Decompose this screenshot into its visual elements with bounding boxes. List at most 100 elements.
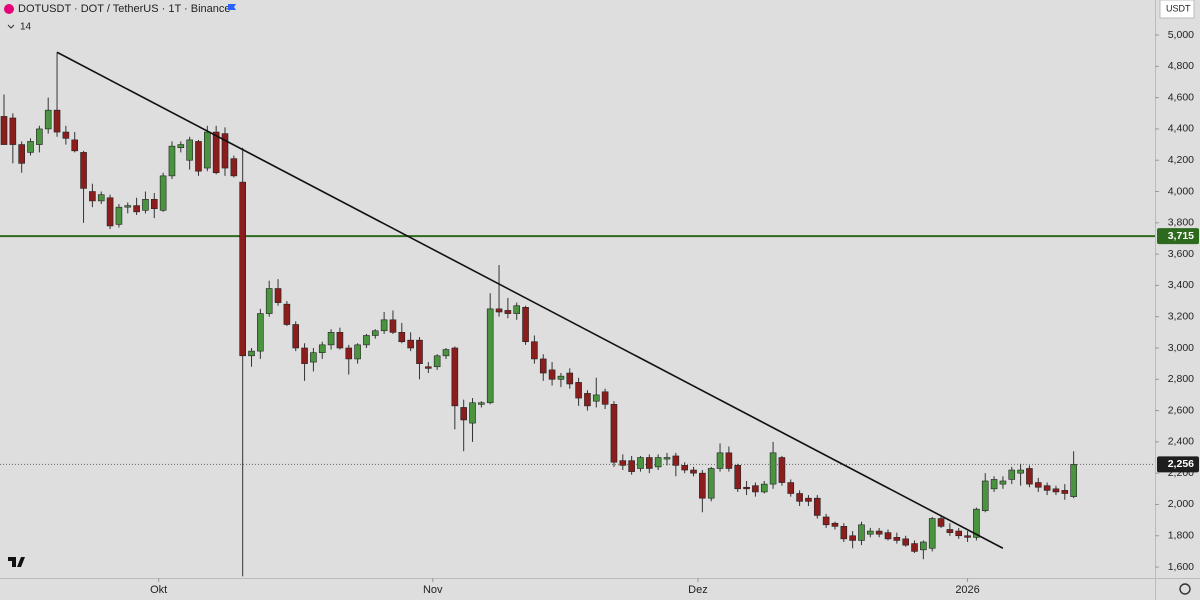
- candle-body: [973, 508, 980, 538]
- candle-body: [725, 452, 733, 469]
- candle-body: [133, 205, 140, 213]
- y-tick-label: 3,200: [1168, 310, 1194, 322]
- candle-body: [946, 529, 954, 533]
- candle-body: [760, 483, 768, 493]
- candle-body: [796, 493, 803, 502]
- settings-icon[interactable]: [1179, 583, 1191, 595]
- candle-body: [584, 393, 591, 407]
- y-tick-label: 3,800: [1168, 217, 1194, 229]
- tv-logo: [8, 557, 25, 567]
- candle-body: [62, 131, 70, 139]
- candle-body: [177, 144, 185, 149]
- candle-body: [513, 305, 521, 314]
- candle-body: [849, 535, 856, 541]
- candle-body: [469, 402, 476, 424]
- candle-body: [80, 152, 87, 189]
- candle-body: [822, 516, 830, 526]
- candle-body: [53, 109, 61, 133]
- candle-body: [292, 324, 300, 349]
- candle-body: [221, 133, 229, 169]
- candle-body: [168, 145, 176, 177]
- symbol-title[interactable]: DOTUSDT · DOT / TetherUS · 1T · Binance: [18, 3, 231, 15]
- candle-body: [380, 319, 388, 332]
- candle-body: [345, 347, 353, 360]
- candle-body: [1052, 488, 1060, 493]
- level-price-label: 3,715: [1168, 230, 1194, 242]
- flag-icon[interactable]: [228, 4, 236, 10]
- y-tick-label: 4,400: [1168, 123, 1194, 135]
- y-tick-label: 4,000: [1168, 185, 1194, 197]
- currency-box[interactable]: [1159, 0, 1195, 19]
- candle-body: [248, 350, 255, 357]
- last-price-box: [1157, 456, 1199, 473]
- indicator-count[interactable]: 14: [20, 22, 32, 33]
- candle-body: [690, 469, 697, 474]
- candle-body: [964, 535, 971, 538]
- y-tick-label: 5,000: [1168, 29, 1194, 41]
- candle-body: [36, 128, 43, 145]
- symbol-icon: [4, 4, 14, 14]
- trend-line: [56, 51, 1004, 549]
- candle-body: [310, 352, 317, 363]
- candle-body: [875, 530, 883, 535]
- y-tick-label: 4,800: [1168, 60, 1194, 72]
- candle-body: [592, 394, 600, 402]
- candle-body: [9, 117, 17, 145]
- candle-body: [734, 465, 742, 490]
- candle-body: [265, 288, 273, 314]
- candle-body: [1043, 485, 1051, 491]
- candle-body: [805, 497, 812, 502]
- last-price-label: 2,256: [1168, 458, 1194, 470]
- candle-body: [1070, 464, 1077, 497]
- candle-body: [478, 402, 485, 405]
- candle-body: [1034, 482, 1042, 488]
- candle-body: [389, 319, 397, 333]
- currency-label[interactable]: USDT: [1166, 3, 1191, 13]
- candle-body: [433, 355, 441, 368]
- candle-body: [911, 543, 918, 552]
- collapse-icon[interactable]: [7, 24, 15, 29]
- candle-body: [1026, 468, 1033, 485]
- candle-body: [504, 310, 512, 314]
- candle-body: [363, 335, 370, 346]
- candle-body: [937, 518, 945, 527]
- candle-body: [416, 339, 423, 364]
- y-tick-label: 2,000: [1168, 498, 1194, 510]
- candle-body: [769, 452, 777, 485]
- candle-body: [336, 332, 344, 349]
- candle-body: [858, 524, 865, 541]
- candle-body: [142, 199, 149, 211]
- y-tick-label: 1,800: [1168, 530, 1194, 542]
- candle-body: [884, 532, 892, 540]
- candle-body: [575, 382, 582, 399]
- candle-body: [97, 194, 105, 202]
- candle-body: [327, 332, 335, 346]
- y-tick-label: 2,600: [1168, 404, 1194, 416]
- candle-body: [230, 158, 238, 177]
- candle-body: [902, 538, 909, 546]
- candle-body: [239, 181, 246, 357]
- y-tick-label: 4,200: [1168, 154, 1194, 166]
- candle-body: [398, 332, 406, 343]
- candle-body: [124, 205, 132, 208]
- level-price-box: [1157, 228, 1199, 245]
- candle-body: [619, 460, 627, 466]
- candle-body: [539, 358, 547, 374]
- candle-body: [159, 175, 167, 211]
- candle-body: [212, 131, 220, 174]
- candle-body: [778, 457, 786, 483]
- y-tick-label: 3,400: [1168, 279, 1194, 291]
- x-tick-label: Dez: [688, 584, 708, 596]
- candle-body: [548, 369, 556, 380]
- candle-body: [451, 347, 459, 407]
- candle-body: [1017, 469, 1024, 474]
- candle-body: [371, 330, 379, 336]
- y-tick-label: 1,600: [1168, 561, 1194, 573]
- candle-body: [71, 139, 79, 152]
- candle-body: [318, 344, 326, 353]
- candle-body: [0, 116, 8, 145]
- candle-body: [990, 479, 998, 490]
